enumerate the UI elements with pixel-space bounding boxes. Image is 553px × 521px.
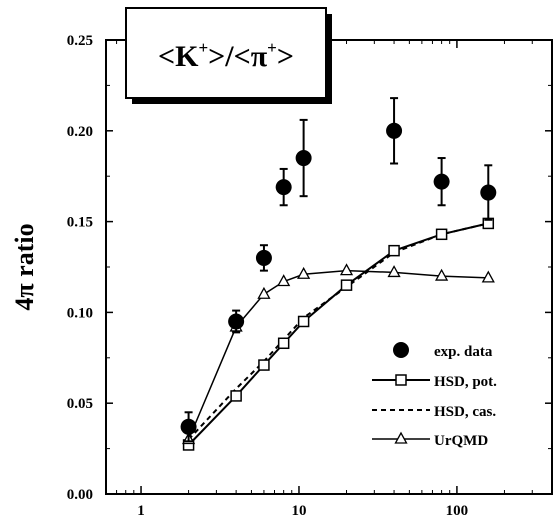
marker-hsd-pot (435, 228, 448, 241)
legend-label-hsd-cas: HSD, cas. (434, 404, 496, 420)
point-exp-data (295, 150, 312, 167)
legend-label-exp-data: exp. data (434, 344, 493, 360)
point-exp-data (255, 249, 272, 266)
marker-urqmd (481, 270, 495, 283)
marker-hsd-pot (277, 337, 290, 350)
marker-hsd-pot (258, 359, 270, 371)
point-exp-data (386, 122, 403, 139)
title-part-close: > (277, 40, 294, 73)
legend-marker-hsd-pot (395, 374, 407, 386)
marker-urqmd (277, 274, 291, 287)
point-exp-data (433, 173, 450, 190)
x-tick-label: 1 (137, 503, 145, 519)
marker-hsd-pot (388, 244, 400, 257)
y-tick-label: 0.25 (67, 33, 93, 49)
title-part-open: <K (158, 40, 199, 73)
marker-urqmd (339, 263, 354, 276)
marker-urqmd (387, 265, 401, 278)
marker-hsd-pot (230, 390, 242, 402)
point-exp-data (480, 184, 497, 201)
x-tick-label: 10 (291, 503, 306, 519)
chart-title: <K+>/<π+> (158, 38, 294, 73)
point-exp-data (228, 313, 245, 330)
legend-label-hsd-pot: HSD, pot. (434, 374, 497, 390)
legend: exp. data HSD, pot. HSD, cas. UrQMD (372, 342, 497, 449)
y-tick-label: 0.00 (67, 487, 93, 503)
title-part-mid: >/<π (208, 40, 268, 73)
x-tick-label: 100 (446, 503, 469, 519)
y-tick-label: 0.10 (67, 305, 93, 321)
title-part-sup2: + (267, 38, 277, 57)
title-box: <K+>/<π+> (125, 7, 332, 104)
point-exp-data (180, 418, 197, 435)
title-part-sup1: + (198, 38, 208, 57)
axes: 0.00 0.05 0.10 0.15 0.20 0.25 1 10 100 (67, 33, 553, 519)
legend-marker-urqmd (394, 431, 408, 444)
point-exp-data (275, 179, 292, 196)
y-axis-label: 4π ratio (10, 223, 39, 310)
marker-hsd-pot (297, 315, 310, 328)
plot-frame (105, 39, 553, 495)
y-tick-label: 0.20 (67, 124, 93, 140)
marker-urqmd (297, 266, 311, 279)
series-line-hsd-cas (187, 222, 489, 441)
y-tick-label: 0.15 (67, 215, 93, 231)
legend-label-urqmd: UrQMD (434, 433, 488, 449)
marker-hsd-pot (340, 279, 353, 291)
title-box-frame (125, 7, 327, 99)
legend-marker-exp-data (393, 342, 409, 358)
marker-urqmd (435, 268, 449, 281)
y-tick-label: 0.05 (67, 396, 93, 412)
marker-urqmd (257, 286, 271, 299)
series-layer (180, 97, 497, 451)
